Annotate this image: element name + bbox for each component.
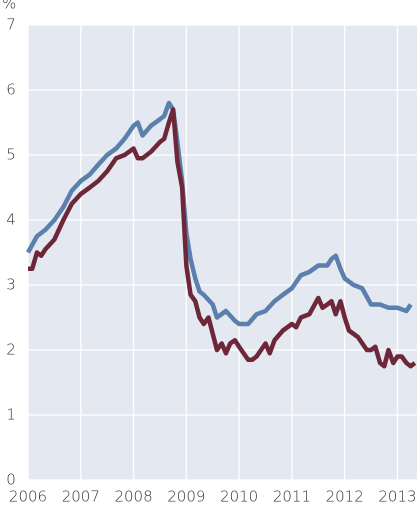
x-tick-label: 2008 [114,488,152,506]
plot-background [28,25,417,480]
x-tick-label: 2012 [326,488,364,506]
x-tick-label: 2006 [9,488,47,506]
y-tick-label: 5 [6,146,16,164]
series-line [28,107,417,369]
series-line [26,100,413,327]
y-tick-label: 2 [6,341,16,359]
y-tick-label: 7 [6,16,16,34]
x-tick-label: 2010 [220,488,258,506]
y-tick-label: 6 [6,81,16,99]
x-tick-label: 2009 [167,488,205,506]
x-tick-label: 2007 [62,488,100,506]
x-tick-label: 2011 [273,488,311,506]
y-tick-label: 3 [6,276,16,294]
y-tick-label: 0 [6,471,16,489]
y-axis-label: % [2,0,16,13]
y-tick-label: 1 [6,406,16,424]
x-tick-label: 2013 [378,488,416,506]
y-tick-label: 4 [6,211,16,229]
